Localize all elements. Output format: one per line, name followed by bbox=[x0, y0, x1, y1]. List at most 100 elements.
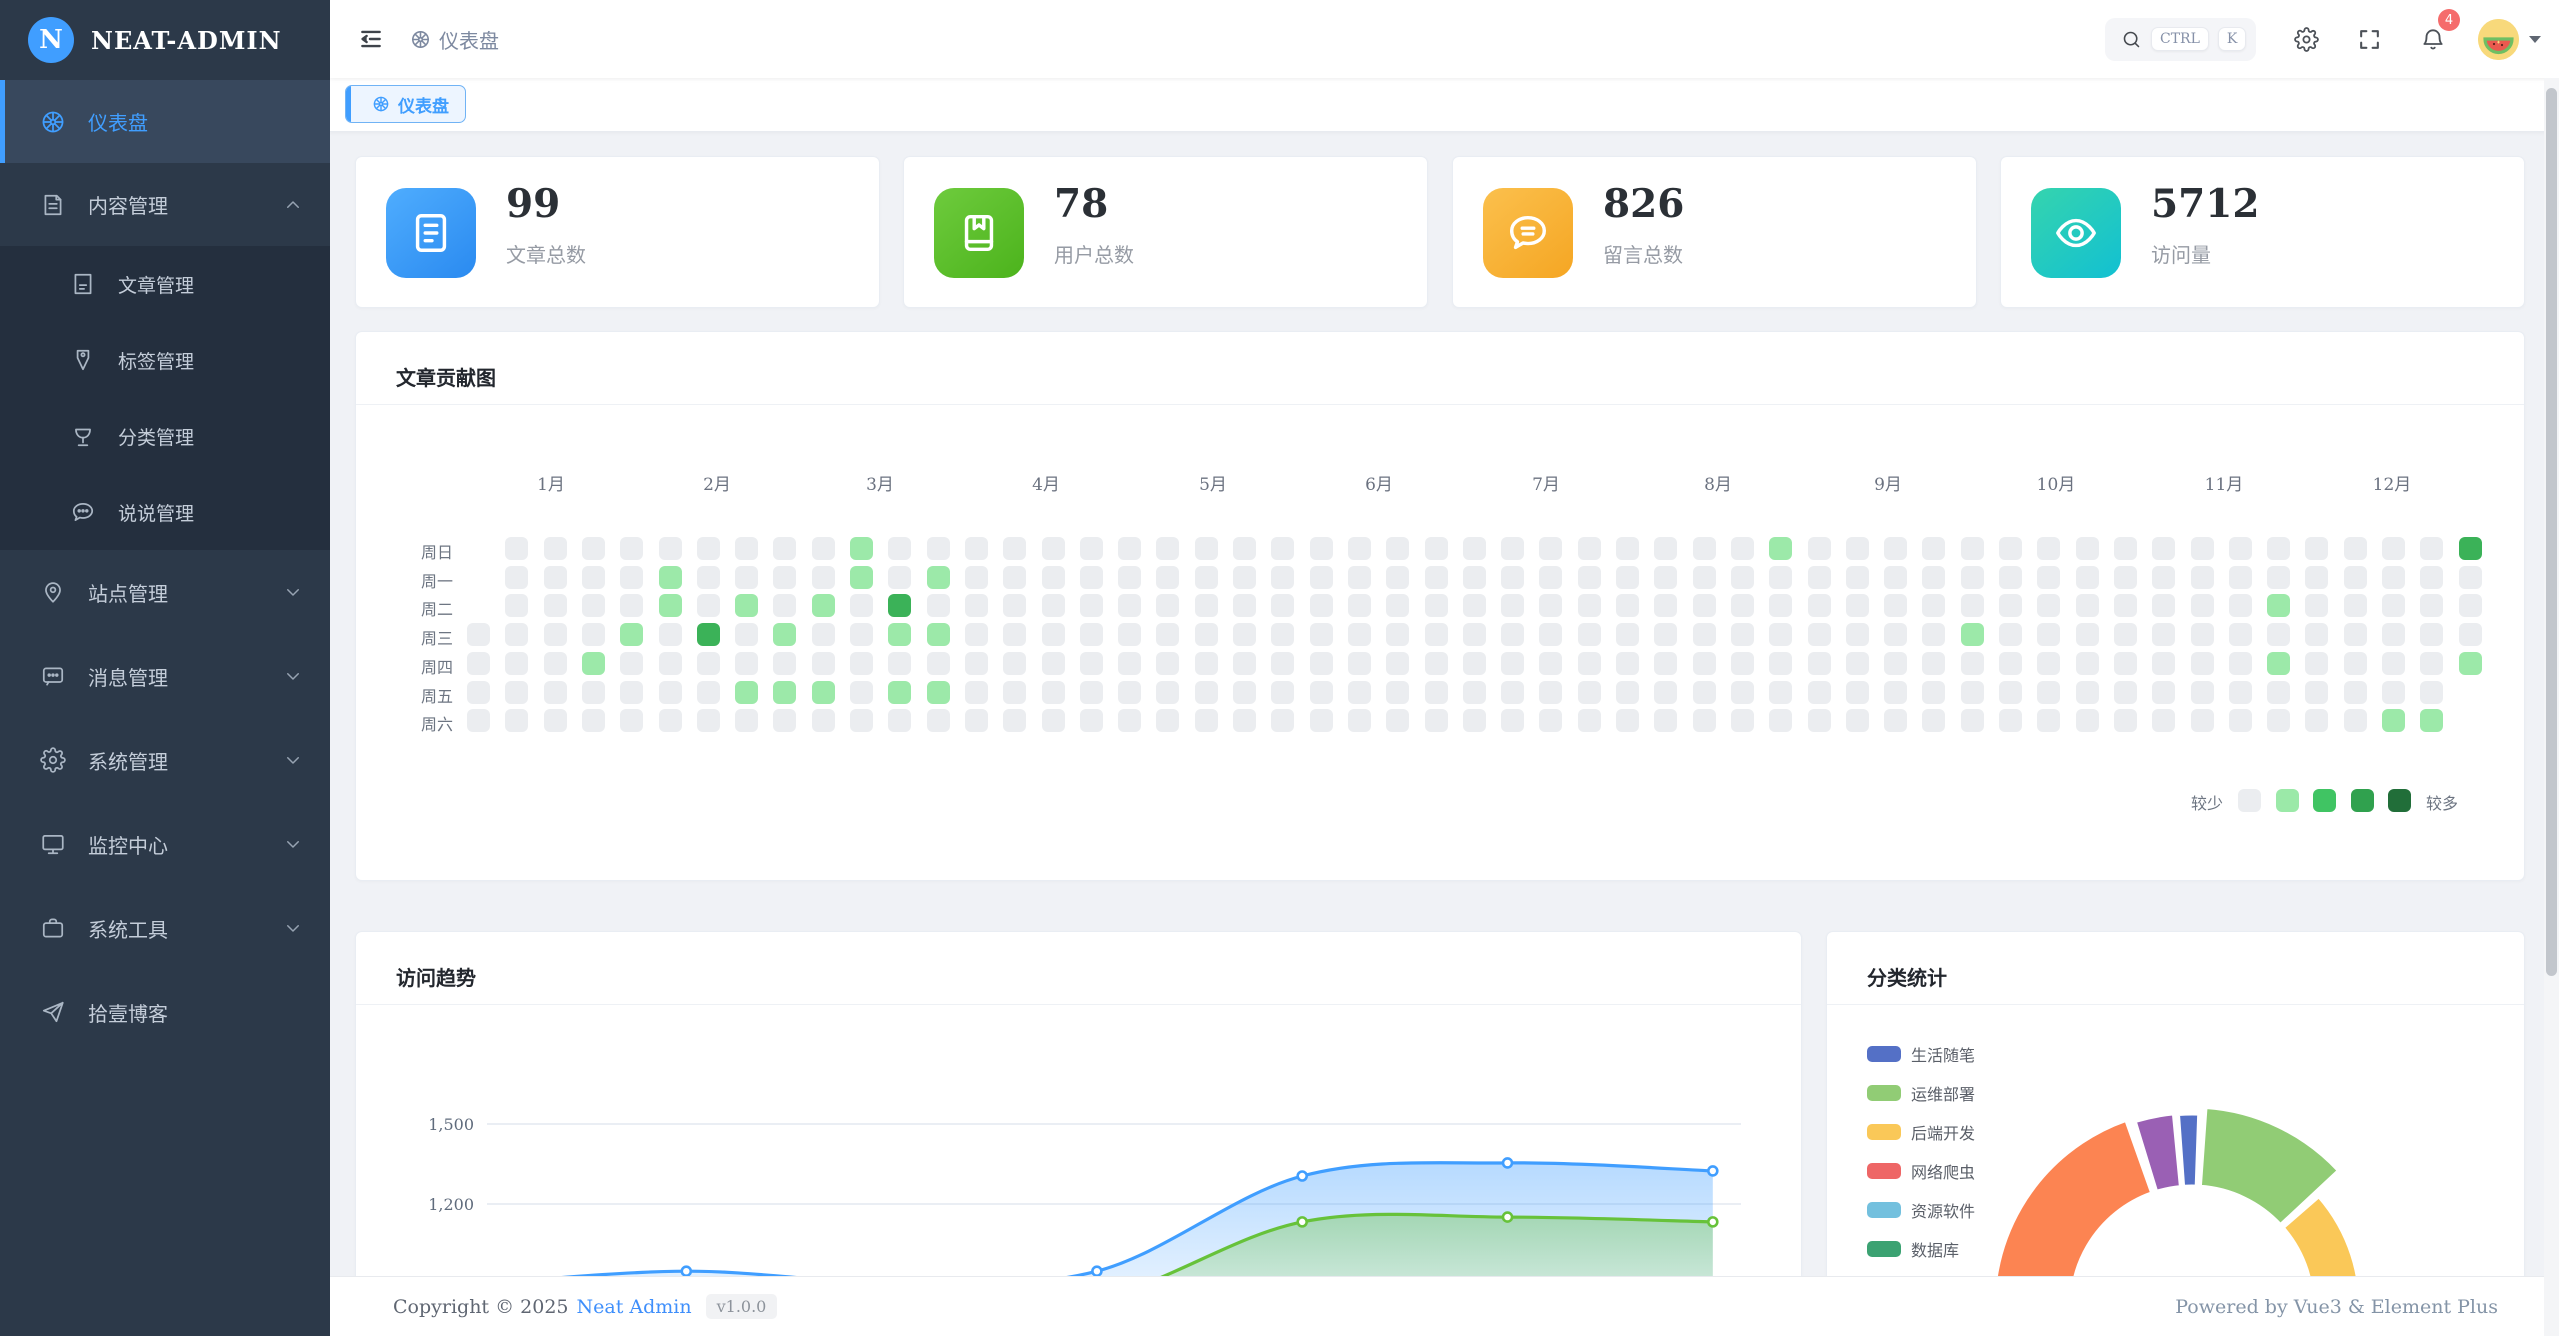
heatmap-cell[interactable] bbox=[2075, 594, 2099, 618]
heatmap-cell[interactable] bbox=[2343, 651, 2367, 675]
heatmap-cell[interactable] bbox=[773, 537, 797, 560]
heatmap-cell[interactable] bbox=[581, 623, 605, 647]
heatmap-cell[interactable] bbox=[2113, 537, 2137, 560]
heatmap-cell[interactable] bbox=[735, 594, 759, 618]
heatmap-cell[interactable] bbox=[2037, 537, 2061, 560]
heatmap-cell[interactable] bbox=[620, 680, 644, 704]
heatmap-cell[interactable] bbox=[2075, 565, 2099, 589]
heatmap-cell[interactable] bbox=[1999, 680, 2022, 704]
heatmap-cell[interactable] bbox=[620, 565, 644, 589]
heatmap-cell[interactable] bbox=[1118, 651, 1142, 675]
heatmap-cell[interactable] bbox=[2228, 651, 2252, 675]
heatmap-cell[interactable] bbox=[850, 594, 873, 618]
heatmap-cell[interactable] bbox=[1386, 623, 1410, 647]
heatmap-cell[interactable] bbox=[2458, 537, 2482, 560]
heatmap-cell[interactable] bbox=[735, 709, 759, 733]
heatmap-cell[interactable] bbox=[1309, 709, 1333, 733]
heatmap-cell[interactable] bbox=[1692, 565, 1716, 589]
heatmap-cell[interactable] bbox=[2190, 565, 2214, 589]
heatmap-cell[interactable] bbox=[1577, 594, 1601, 618]
heatmap-cell[interactable] bbox=[811, 565, 835, 589]
heatmap-cell[interactable] bbox=[1501, 537, 1525, 560]
heatmap-cell[interactable] bbox=[1922, 594, 1946, 618]
heatmap-cell[interactable] bbox=[1539, 594, 1563, 618]
heatmap-cell[interactable] bbox=[926, 709, 950, 733]
heatmap-cell[interactable] bbox=[1845, 594, 1869, 618]
heatmap-cell[interactable] bbox=[1233, 680, 1256, 704]
heatmap-cell[interactable] bbox=[1118, 537, 1142, 560]
heatmap-cell[interactable] bbox=[1654, 623, 1678, 647]
heatmap-cell[interactable] bbox=[1616, 709, 1639, 733]
heatmap-cell[interactable] bbox=[2113, 565, 2137, 589]
heatmap-cell[interactable] bbox=[505, 537, 529, 560]
heatmap-cell[interactable] bbox=[1347, 594, 1371, 618]
heatmap-cell[interactable] bbox=[1730, 565, 1754, 589]
heatmap-cell[interactable] bbox=[964, 565, 988, 589]
heatmap-cell[interactable] bbox=[1807, 537, 1831, 560]
heatmap-cell[interactable] bbox=[2458, 565, 2482, 589]
heatmap-cell[interactable] bbox=[2113, 594, 2137, 618]
heatmap-cell[interactable] bbox=[2190, 651, 2214, 675]
legend-item-web-crawler[interactable]: 网络爬虫 bbox=[1867, 1159, 1975, 1183]
heatmap-cell[interactable] bbox=[2267, 680, 2291, 704]
heatmap-cell[interactable] bbox=[1654, 709, 1678, 733]
heatmap-cell[interactable] bbox=[1309, 680, 1333, 704]
heatmap-cell[interactable] bbox=[543, 709, 567, 733]
heatmap-cell[interactable] bbox=[850, 623, 873, 647]
heatmap-cell[interactable] bbox=[2075, 537, 2099, 560]
heatmap-cell[interactable] bbox=[964, 680, 988, 704]
heatmap-cell[interactable] bbox=[1309, 537, 1333, 560]
heatmap-cell[interactable] bbox=[2382, 565, 2405, 589]
heatmap-cell[interactable] bbox=[1386, 709, 1410, 733]
heatmap-cell[interactable] bbox=[2343, 623, 2367, 647]
heatmap-cell[interactable] bbox=[1884, 709, 1908, 733]
heatmap-cell[interactable] bbox=[1845, 680, 1869, 704]
heatmap-cell[interactable] bbox=[850, 565, 873, 589]
heatmap-cell[interactable] bbox=[543, 594, 567, 618]
breadcrumb[interactable]: 仪表盘 bbox=[402, 25, 499, 54]
heatmap-cell[interactable] bbox=[1769, 709, 1793, 733]
heatmap-cell[interactable] bbox=[1271, 680, 1295, 704]
heatmap-cell[interactable] bbox=[1845, 565, 1869, 589]
heatmap-cell[interactable] bbox=[964, 537, 988, 560]
heatmap-cell[interactable] bbox=[620, 623, 644, 647]
heatmap-cell[interactable] bbox=[658, 565, 682, 589]
heatmap-cell[interactable] bbox=[2305, 594, 2329, 618]
heatmap-cell[interactable] bbox=[926, 565, 950, 589]
heatmap-cell[interactable] bbox=[2190, 623, 2214, 647]
heatmap-cell[interactable] bbox=[1424, 623, 1448, 647]
heatmap-cell[interactable] bbox=[1347, 680, 1371, 704]
heatmap-cell[interactable] bbox=[1577, 651, 1601, 675]
heatmap-cell[interactable] bbox=[696, 651, 720, 675]
heatmap-cell[interactable] bbox=[1156, 594, 1180, 618]
heatmap-cell[interactable] bbox=[2343, 537, 2367, 560]
heatmap-cell[interactable] bbox=[1156, 709, 1180, 733]
heatmap-cell[interactable] bbox=[1079, 709, 1103, 733]
heatmap-cell[interactable] bbox=[2190, 594, 2214, 618]
heatmap-cell[interactable] bbox=[1692, 651, 1716, 675]
heatmap-cell[interactable] bbox=[773, 565, 797, 589]
heatmap-cell[interactable] bbox=[1654, 680, 1678, 704]
heatmap-cell[interactable] bbox=[1271, 651, 1295, 675]
heatmap-cell[interactable] bbox=[811, 623, 835, 647]
heatmap-cell[interactable] bbox=[1960, 565, 1984, 589]
heatmap-cell[interactable] bbox=[658, 680, 682, 704]
heatmap-cell[interactable] bbox=[2343, 680, 2367, 704]
heatmap-cell[interactable] bbox=[1194, 680, 1218, 704]
settings-gear-icon[interactable] bbox=[2294, 26, 2319, 52]
heatmap-cell[interactable] bbox=[658, 709, 682, 733]
heatmap-cell[interactable] bbox=[1884, 594, 1908, 618]
heatmap-cell[interactable] bbox=[1041, 651, 1065, 675]
heatmap-cell[interactable] bbox=[581, 680, 605, 704]
heatmap-cell[interactable] bbox=[2037, 680, 2061, 704]
heatmap-cell[interactable] bbox=[2190, 537, 2214, 560]
heatmap-cell[interactable] bbox=[505, 623, 529, 647]
heatmap-cell[interactable] bbox=[2152, 623, 2176, 647]
heatmap-cell[interactable] bbox=[1845, 651, 1869, 675]
heatmap-cell[interactable] bbox=[1424, 537, 1448, 560]
heatmap-cell[interactable] bbox=[1003, 594, 1027, 618]
heatmap-cell[interactable] bbox=[505, 680, 529, 704]
heatmap-cell[interactable] bbox=[2458, 651, 2482, 675]
heatmap-cell[interactable] bbox=[735, 680, 759, 704]
heatmap-cell[interactable] bbox=[581, 709, 605, 733]
